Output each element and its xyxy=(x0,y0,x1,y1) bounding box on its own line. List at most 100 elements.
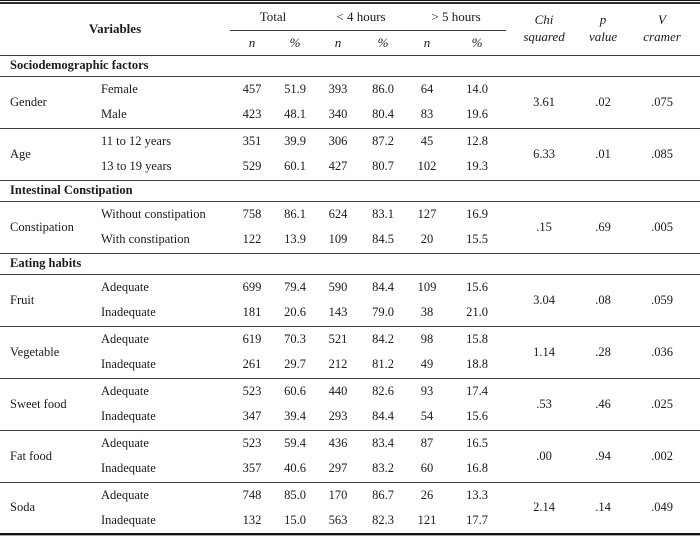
category-label: Adequate xyxy=(101,435,149,450)
value-cell: 98 xyxy=(420,331,434,346)
col-header-variables: Variables xyxy=(88,21,142,37)
value-cell: 83.1 xyxy=(372,206,394,221)
table-row: Inadequate 261 29.7 212 81.2 49 18.8 xyxy=(0,352,700,378)
value-cell: 60.1 xyxy=(284,159,306,174)
p-value-cell: .02 xyxy=(595,94,611,109)
value-cell: 590 xyxy=(328,279,348,294)
p-value-cell: .28 xyxy=(595,344,611,359)
col-header-over5-n: n xyxy=(423,34,431,50)
value-cell: 45 xyxy=(420,133,434,148)
category-label: Female xyxy=(101,81,138,96)
v-cramer-line2: cramer xyxy=(643,29,681,45)
value-cell: 297 xyxy=(328,461,348,476)
value-cell: 109 xyxy=(328,232,348,247)
value-cell: 79.0 xyxy=(372,305,394,320)
section-row: Sociodemographic factors xyxy=(0,55,700,76)
value-cell: 457 xyxy=(242,81,262,96)
col-header-under4-pct: % xyxy=(377,34,389,50)
value-cell: 83.2 xyxy=(372,461,394,476)
table-row: Inadequate 181 20.6 143 79.0 38 21.0 xyxy=(0,300,700,326)
value-cell: 15.0 xyxy=(284,513,306,527)
variable-label: Constipation xyxy=(10,219,74,234)
col-header-v-cramer: V cramer xyxy=(624,3,700,55)
category-label: Inadequate xyxy=(101,305,156,320)
value-cell: 16.8 xyxy=(466,461,488,476)
category-label: Inadequate xyxy=(101,513,156,527)
chi-squared-value: 1.14 xyxy=(533,344,555,359)
value-cell: 15.6 xyxy=(466,409,488,424)
value-cell: 102 xyxy=(417,159,437,174)
value-cell: 127 xyxy=(417,206,437,221)
value-cell: 109 xyxy=(417,279,437,294)
category-label: Inadequate xyxy=(101,461,156,476)
value-cell: 347 xyxy=(242,409,262,424)
value-cell: 60.6 xyxy=(284,383,306,398)
value-cell: 82.6 xyxy=(372,383,394,398)
value-cell: 13.9 xyxy=(284,232,306,247)
table-row: With constipation 122 13.9 109 84.5 20 15.5 xyxy=(0,227,700,253)
value-cell: 529 xyxy=(242,159,262,174)
category-label: Male xyxy=(101,107,127,122)
value-cell: 393 xyxy=(328,81,348,96)
value-cell: 357 xyxy=(242,461,262,476)
value-cell: 15.8 xyxy=(466,331,488,346)
category-label: Adequate xyxy=(101,279,149,294)
value-cell: 82.3 xyxy=(372,513,394,527)
value-cell: 306 xyxy=(328,133,348,148)
value-cell: 59.4 xyxy=(284,435,306,450)
value-cell: 81.2 xyxy=(372,357,394,372)
value-cell: 83 xyxy=(420,107,434,122)
section-title: Intestinal Constipation xyxy=(10,183,133,197)
col-header-total: Total xyxy=(230,3,316,31)
col-header-total-pct: % xyxy=(289,34,301,50)
table-row: Inadequate 347 39.4 293 84.4 54 15.6 xyxy=(0,404,700,430)
value-cell: 85.0 xyxy=(284,487,306,502)
v-cramer-value: .025 xyxy=(651,396,673,411)
value-cell: 563 xyxy=(328,513,348,527)
value-cell: 748 xyxy=(242,487,262,502)
col-header-total-n: n xyxy=(248,34,256,50)
value-cell: 54 xyxy=(420,409,434,424)
value-cell: 39.4 xyxy=(284,409,306,424)
p-value-cell: .14 xyxy=(595,500,611,515)
value-cell: 12.8 xyxy=(466,133,488,148)
value-cell: 340 xyxy=(328,107,348,122)
value-cell: 49 xyxy=(420,357,434,372)
header-row-subs: n % n % n % xyxy=(0,30,700,55)
p-value-line2: value xyxy=(588,29,618,45)
p-value-cell: .94 xyxy=(595,448,611,463)
value-cell: 121 xyxy=(417,513,437,527)
value-cell: 181 xyxy=(242,305,262,320)
table-row: Fruit Adequate 699 79.4 590 84.4 109 15.6 3.04 .0… xyxy=(0,274,700,307)
p-value-line1: p xyxy=(599,12,607,28)
col-header-over5-pct: % xyxy=(471,34,483,50)
table-row: Inadequate 132 15.0 563 82.3 121 17.7 xyxy=(0,508,700,534)
table-row: Sweet food Adequate 523 60.6 440 82.6 93 17.4 .5… xyxy=(0,378,700,411)
value-cell: 84.4 xyxy=(372,279,394,294)
table-row: Gender Female 457 51.9 393 86.0 64 14.0 3.61 .02.… xyxy=(0,76,700,109)
table-body: Sociodemographic factors Gender Female 457 5… xyxy=(0,55,700,534)
value-cell: 15.6 xyxy=(466,279,488,294)
chi-squared-value: .00 xyxy=(536,448,552,463)
value-cell: 20 xyxy=(420,232,434,247)
chi-squared-value: .53 xyxy=(536,396,552,411)
table-row: Male 423 48.1 340 80.4 83 19.6 xyxy=(0,102,700,128)
value-cell: 143 xyxy=(328,305,348,320)
v-cramer-value: .005 xyxy=(651,219,673,234)
value-cell: 80.7 xyxy=(372,159,394,174)
value-cell: 523 xyxy=(242,435,262,450)
value-cell: 60 xyxy=(420,461,434,476)
table-top-rule xyxy=(0,0,700,1)
value-cell: 64 xyxy=(420,81,434,96)
p-value-cell: .69 xyxy=(595,219,611,234)
value-cell: 436 xyxy=(328,435,348,450)
value-cell: 16.9 xyxy=(466,206,488,221)
variable-label: Sweet food xyxy=(10,396,67,411)
chi-squared-value: 2.14 xyxy=(533,500,555,515)
value-cell: 48.1 xyxy=(284,107,306,122)
table-row: Constipation Without constipation 758 86.1 6… xyxy=(0,201,700,234)
col-header-over-5-hours: > 5 hours xyxy=(406,3,507,31)
value-cell: 87 xyxy=(420,435,434,450)
value-cell: 93 xyxy=(420,383,434,398)
